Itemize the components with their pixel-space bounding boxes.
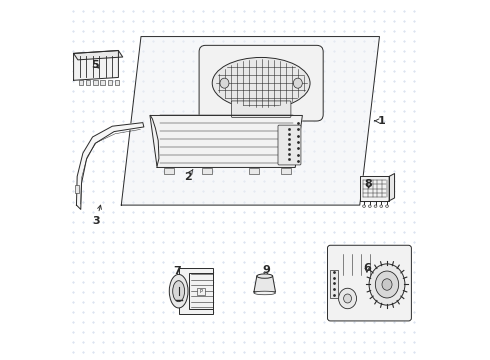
Bar — [330, 270, 338, 298]
Ellipse shape — [169, 274, 188, 308]
Bar — [164, 168, 174, 174]
Bar — [100, 80, 105, 85]
FancyBboxPatch shape — [199, 45, 323, 121]
Text: 8: 8 — [365, 179, 372, 189]
FancyBboxPatch shape — [327, 245, 412, 321]
Ellipse shape — [172, 281, 185, 302]
Ellipse shape — [343, 294, 351, 303]
Ellipse shape — [363, 205, 366, 207]
Polygon shape — [74, 50, 119, 80]
Bar — [93, 80, 98, 85]
Ellipse shape — [386, 205, 389, 207]
FancyBboxPatch shape — [231, 101, 291, 117]
Bar — [189, 274, 214, 309]
Bar — [115, 80, 119, 85]
Text: 4: 4 — [252, 73, 260, 86]
Bar — [79, 80, 83, 85]
Bar — [108, 80, 112, 85]
Polygon shape — [389, 174, 394, 201]
Text: P: P — [200, 289, 202, 294]
Ellipse shape — [369, 264, 405, 305]
Ellipse shape — [254, 291, 275, 295]
Ellipse shape — [380, 205, 383, 207]
Ellipse shape — [382, 279, 392, 290]
Polygon shape — [122, 37, 379, 205]
Text: 3: 3 — [92, 205, 101, 226]
Text: 6: 6 — [363, 263, 371, 273]
Bar — [179, 268, 213, 315]
Ellipse shape — [294, 78, 302, 88]
Bar — [248, 168, 259, 174]
Ellipse shape — [220, 78, 229, 88]
Ellipse shape — [212, 58, 310, 109]
Polygon shape — [254, 276, 275, 292]
Text: 2: 2 — [184, 169, 193, 182]
Bar — [86, 80, 91, 85]
Ellipse shape — [374, 205, 377, 207]
Ellipse shape — [375, 271, 399, 298]
Polygon shape — [360, 176, 389, 201]
FancyBboxPatch shape — [278, 125, 301, 165]
Polygon shape — [150, 116, 302, 167]
Bar — [281, 168, 291, 174]
Text: 5: 5 — [91, 60, 99, 70]
Ellipse shape — [368, 205, 371, 207]
Bar — [197, 288, 205, 295]
Ellipse shape — [339, 288, 357, 309]
Bar — [202, 168, 212, 174]
Polygon shape — [74, 50, 122, 60]
Polygon shape — [76, 123, 144, 210]
Text: 7: 7 — [173, 266, 181, 280]
Text: 9: 9 — [263, 265, 270, 278]
Text: 1: 1 — [374, 116, 385, 126]
Ellipse shape — [257, 274, 272, 278]
Bar — [75, 185, 78, 193]
